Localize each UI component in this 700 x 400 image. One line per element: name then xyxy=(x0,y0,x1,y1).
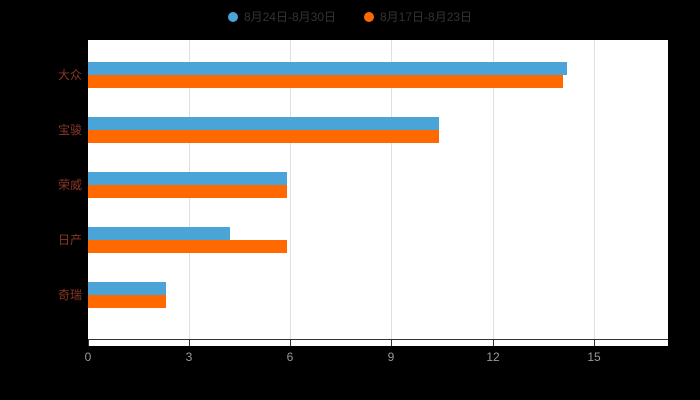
category-label-0: 大众 xyxy=(57,68,82,82)
category-label-4: 奇瑞 xyxy=(57,288,82,302)
legend-item-week1[interactable]: 8月17日-8月23日 xyxy=(364,8,472,25)
x-axis-tick-9 xyxy=(391,340,392,346)
bar-奇瑞-series0 xyxy=(88,282,166,295)
legend-marker-blue-icon xyxy=(227,11,238,22)
bar-奇瑞-series1 xyxy=(88,295,166,308)
bar-大众-series0 xyxy=(88,62,567,75)
legend-label-week2: 8月24日-8月30日 xyxy=(243,10,336,24)
gridline-x-15 xyxy=(594,40,595,339)
chart-legend: 8月24日-8月30日 8月17日-8月23日 xyxy=(0,8,700,25)
gridline-x-6 xyxy=(290,40,291,339)
legend-item-week2[interactable]: 8月24日-8月30日 xyxy=(227,8,336,25)
x-axis-label-9: 9 xyxy=(387,350,395,364)
bar-日产-series0 xyxy=(88,227,230,240)
x-axis-line xyxy=(88,339,668,340)
x-axis-label-15: 15 xyxy=(587,350,601,364)
x-axis-label-12: 12 xyxy=(486,350,500,364)
category-label-3: 日产 xyxy=(57,233,82,247)
x-axis-tick-12 xyxy=(493,340,494,346)
x-axis-tick-0 xyxy=(88,340,89,346)
legend-label-week1: 8月17日-8月23日 xyxy=(380,10,473,24)
legend-marker-orange-icon xyxy=(364,11,374,22)
gridline-x-9 xyxy=(391,40,392,339)
x-axis-tick-15 xyxy=(594,340,595,346)
bar-宝骏-series0 xyxy=(88,117,439,130)
bar-宝骏-series1 xyxy=(88,130,439,143)
gridline-x-12 xyxy=(493,40,494,339)
bar-大众-series1 xyxy=(88,75,563,88)
plot-area xyxy=(88,40,668,346)
bar-荣威-series0 xyxy=(88,172,287,185)
bar-日产-series1 xyxy=(88,240,287,253)
x-axis-tick-3 xyxy=(189,340,190,346)
bar-荣威-series1 xyxy=(88,185,287,198)
x-axis-label-6: 6 xyxy=(286,350,294,364)
x-axis-label-3: 3 xyxy=(185,350,193,364)
category-label-2: 荣威 xyxy=(57,178,82,192)
category-label-1: 宝骏 xyxy=(57,123,82,137)
x-axis-label-0: 0 xyxy=(84,350,92,364)
x-axis-tick-6 xyxy=(290,340,291,346)
